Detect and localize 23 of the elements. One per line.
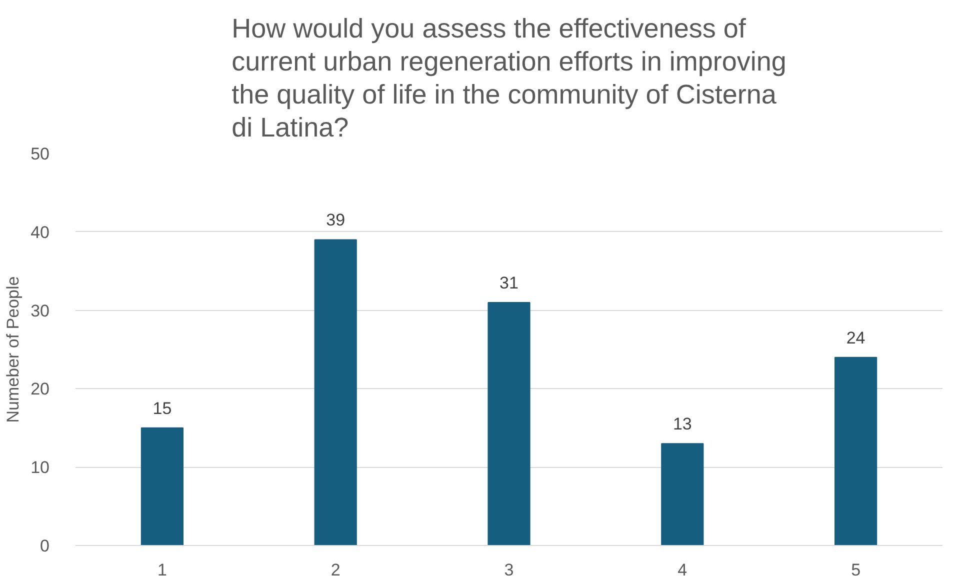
y-tick-label: 10	[30, 458, 50, 478]
y-tick-label: 20	[30, 380, 50, 399]
y-tick-label: 50	[30, 144, 50, 164]
bar	[661, 443, 704, 546]
y-tick-label: 30	[30, 301, 50, 320]
data-label: 39	[326, 210, 346, 230]
y-tick-label: 40	[30, 222, 50, 242]
bar	[488, 302, 530, 546]
x-tick-label: 5	[851, 560, 861, 578]
y-axis-title: Numeber of People	[4, 276, 23, 423]
data-label: 24	[846, 328, 866, 348]
data-label: 15	[152, 398, 172, 418]
data-label: 13	[672, 414, 692, 434]
bar	[834, 356, 878, 546]
y-tick-label: 0	[40, 536, 50, 556]
x-tick-label: 2	[330, 560, 340, 578]
chart-title: How would you assess the effectiveness of current urban regeneration efforts in improving the quality of life in the community of Cisterna di Latina?	[232, 14, 786, 142]
bar	[140, 427, 184, 546]
x-tick-label: 4	[678, 560, 688, 578]
x-tick-label: 3	[504, 560, 514, 578]
data-label: 31	[500, 273, 518, 292]
x-tick-label: 1	[157, 560, 167, 578]
bar	[314, 239, 357, 546]
